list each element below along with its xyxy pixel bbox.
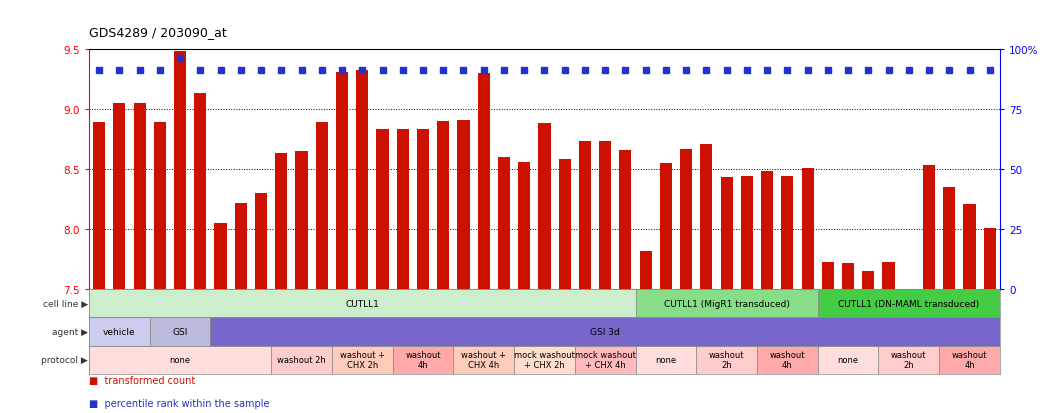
Bar — [295, 152, 308, 290]
Bar — [275, 154, 287, 290]
Bar — [636, 346, 696, 374]
Text: mock washout
+ CHX 4h: mock washout + CHX 4h — [575, 350, 636, 369]
Bar — [271, 346, 332, 374]
Bar — [963, 204, 976, 290]
Bar — [939, 346, 1000, 374]
Bar — [620, 150, 631, 290]
Bar — [89, 346, 271, 374]
Text: washout
4h: washout 4h — [405, 350, 441, 369]
Bar — [134, 104, 146, 290]
Text: washout 2h: washout 2h — [277, 355, 326, 364]
Bar — [397, 130, 408, 290]
Text: CUTLL1: CUTLL1 — [346, 299, 379, 308]
Text: washout +
CHX 2h: washout + CHX 2h — [340, 350, 384, 369]
Text: ■  percentile rank within the sample: ■ percentile rank within the sample — [89, 398, 269, 408]
Bar — [802, 169, 814, 290]
Bar — [438, 121, 449, 290]
Text: CUTLL1 (MigR1 transduced): CUTLL1 (MigR1 transduced) — [664, 299, 789, 308]
Bar — [579, 142, 591, 290]
Bar — [903, 290, 915, 308]
Bar — [113, 104, 126, 290]
Bar — [93, 123, 105, 290]
Text: none: none — [170, 355, 191, 364]
Bar — [518, 162, 530, 290]
Bar — [210, 318, 1000, 346]
Bar — [640, 251, 651, 290]
Bar — [377, 130, 388, 290]
Bar — [575, 346, 636, 374]
Bar — [599, 142, 611, 290]
Text: mock washout
+ CHX 2h: mock washout + CHX 2h — [514, 350, 575, 369]
Text: GSI: GSI — [173, 327, 187, 336]
Bar — [822, 262, 833, 290]
Bar — [720, 178, 733, 290]
Bar — [538, 124, 551, 290]
Bar — [150, 318, 210, 346]
Text: protocol ▶: protocol ▶ — [41, 355, 88, 364]
Bar — [356, 71, 369, 290]
Bar — [660, 164, 672, 290]
Text: washout
2h: washout 2h — [891, 350, 927, 369]
Bar — [477, 74, 490, 290]
Bar — [757, 346, 818, 374]
Bar — [636, 290, 818, 318]
Text: none: none — [838, 355, 859, 364]
Bar — [818, 290, 1000, 318]
Bar — [453, 346, 514, 374]
Bar — [923, 166, 935, 290]
Text: ■  transformed count: ■ transformed count — [89, 375, 195, 385]
Text: agent ▶: agent ▶ — [52, 327, 88, 336]
Bar — [316, 123, 328, 290]
Text: GDS4289 / 203090_at: GDS4289 / 203090_at — [89, 26, 227, 39]
Bar — [195, 94, 206, 290]
Bar — [883, 262, 894, 290]
Bar — [863, 271, 874, 290]
Bar — [89, 290, 636, 318]
Bar — [235, 203, 247, 290]
Bar — [842, 263, 854, 290]
Text: cell line ▶: cell line ▶ — [43, 299, 88, 308]
Bar — [700, 144, 712, 290]
Bar — [498, 157, 510, 290]
Bar — [458, 120, 469, 290]
Bar — [336, 72, 348, 290]
Bar — [943, 188, 955, 290]
Bar — [761, 172, 773, 290]
Bar — [741, 177, 753, 290]
Bar — [89, 318, 150, 346]
Text: vehicle: vehicle — [103, 327, 136, 336]
Text: washout
4h: washout 4h — [952, 350, 987, 369]
Bar — [878, 346, 939, 374]
Bar — [559, 160, 571, 290]
Bar — [984, 228, 996, 290]
Bar — [781, 177, 794, 290]
Bar — [255, 194, 267, 290]
Bar — [215, 223, 226, 290]
Bar — [818, 346, 878, 374]
Text: washout
2h: washout 2h — [709, 350, 744, 369]
Bar — [681, 149, 692, 290]
Text: CUTLL1 (DN-MAML transduced): CUTLL1 (DN-MAML transduced) — [839, 299, 979, 308]
Bar — [174, 52, 186, 290]
Bar — [696, 346, 757, 374]
Bar — [514, 346, 575, 374]
Bar — [332, 346, 393, 374]
Bar — [393, 346, 453, 374]
Bar — [154, 123, 165, 290]
Text: none: none — [655, 355, 676, 364]
Bar — [417, 130, 429, 290]
Text: GSI 3d: GSI 3d — [591, 327, 620, 336]
Text: washout +
CHX 4h: washout + CHX 4h — [462, 350, 506, 369]
Text: washout
4h: washout 4h — [770, 350, 805, 369]
